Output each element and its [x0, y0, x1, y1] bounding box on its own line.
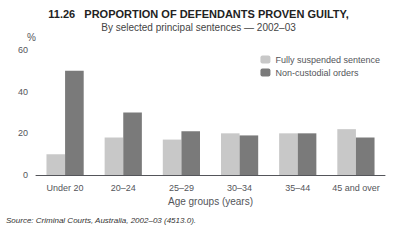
svg-text:45 and over: 45 and over [332, 183, 380, 193]
svg-text:40: 40 [18, 87, 28, 97]
svg-text:Age groups (years): Age groups (years) [168, 196, 253, 207]
svg-text:20–24: 20–24 [111, 183, 136, 193]
svg-text:11.26 PROPORTION OF DEFENDAN: 11.26 PROPORTION OF DEFENDANTS PROVEN GU… [48, 8, 349, 20]
svg-text:60: 60 [18, 45, 28, 55]
svg-text:0: 0 [23, 170, 28, 180]
svg-text:Non-custodial orders: Non-custodial orders [275, 68, 359, 78]
svg-text:35–44: 35–44 [285, 183, 310, 193]
svg-text:Source: Criminal Courts, Austr: Source: Criminal Courts, Australia, 2002… [6, 216, 196, 225]
svg-text:20: 20 [18, 128, 28, 138]
svg-text:%: % [27, 32, 36, 43]
svg-text:30–34: 30–34 [227, 183, 252, 193]
svg-text:By selected principal sentence: By selected principal sentences — 2002–0… [101, 22, 296, 33]
svg-text:Fully suspended sentence: Fully suspended sentence [275, 55, 380, 65]
svg-text:25–29: 25–29 [169, 183, 194, 193]
svg-text:Under 20: Under 20 [47, 183, 84, 193]
